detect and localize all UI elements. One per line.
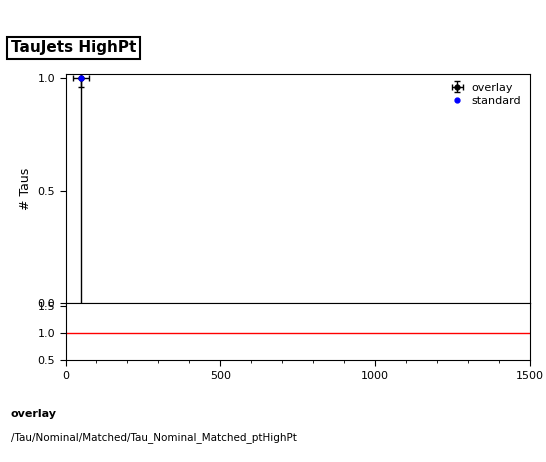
Text: overlay: overlay [11,409,57,419]
Y-axis label: # Taus: # Taus [19,167,32,210]
Text: /Tau/Nominal/Matched/Tau_Nominal_Matched_ptHighPt: /Tau/Nominal/Matched/Tau_Nominal_Matched… [11,432,297,443]
Text: TauJets HighPt: TauJets HighPt [11,41,136,55]
Legend: overlay, standard: overlay, standard [446,79,524,109]
